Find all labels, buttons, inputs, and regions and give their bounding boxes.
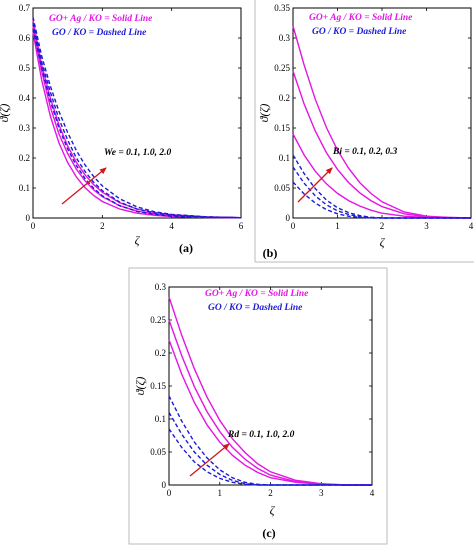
series-line-solid — [292, 70, 472, 219]
panel-label: (c) — [262, 526, 275, 540]
legend-dashed-line: GO / KO = Dashed Line — [52, 28, 147, 38]
y-tick-label: 0.6 — [19, 33, 31, 43]
series-line-dashed — [292, 166, 471, 219]
y-tick-label: 0.25 — [274, 63, 290, 73]
series-line-dashed — [168, 395, 372, 486]
y-tick-label: 0.15 — [274, 123, 290, 133]
series-line-solid — [168, 339, 372, 486]
series-line-solid — [292, 25, 472, 219]
x-tick-label: 4 — [169, 221, 174, 231]
y-tick-label: 0.4 — [19, 93, 31, 103]
x-axis-label: ζ — [270, 503, 276, 517]
y-axis-label: ϑ(ζ) — [0, 104, 11, 123]
parameter-annotation: Bi = 0.1, 0.2, 0.3 — [332, 147, 398, 157]
y-tick-label: 0.3 — [279, 33, 291, 43]
increase-arrow — [61, 167, 107, 205]
y-axis-label: ϑ(ζ) — [133, 377, 147, 396]
x-axis-label: ζ — [135, 233, 141, 247]
series-line-dashed — [32, 22, 242, 219]
parameter-annotation: Rd = 0.1, 1.0, 2.0 — [227, 430, 295, 440]
series-line-solid — [32, 31, 242, 219]
series-line-dashed — [32, 28, 242, 219]
series-line-dashed — [32, 16, 242, 219]
y-tick-label: 0.7 — [19, 3, 31, 13]
panel-separator — [128, 267, 388, 545]
plot-frame — [168, 286, 373, 486]
legend-solid-line: GO+ Ag / KO = Solid Line — [49, 14, 153, 24]
y-tick-label: 0.1 — [155, 414, 166, 424]
y-tick-label: 0 — [286, 213, 291, 223]
x-tick-label: 2 — [100, 221, 105, 231]
series-line-solid — [32, 19, 242, 219]
x-tick-label: 0 — [291, 221, 296, 231]
panel-label: (b) — [263, 246, 278, 260]
series-line-dashed — [168, 428, 372, 486]
y-tick-label: 0.2 — [155, 348, 166, 358]
chart-panel-1: 0 0.1 0.2 0.3 0.4 0.5 0.6 0.7 0 2 4 6 ζ ϑ(ζ) GO+ Ag / … — [0, 3, 244, 255]
plot-frame — [292, 7, 472, 219]
x-axis-label: ζ — [380, 235, 386, 249]
y-tick-label: 0.35 — [274, 3, 290, 13]
increase-arrow — [297, 167, 333, 203]
y-tick-label: 0.15 — [150, 381, 166, 391]
series-line-solid — [32, 25, 242, 219]
x-tick-label: 6 — [239, 221, 244, 231]
y-tick-label: 0.1 — [279, 153, 290, 163]
x-tick-label: 1 — [218, 488, 223, 498]
y-tick-label: 0.05 — [150, 447, 166, 457]
chart-panel-3: 0 0.05 0.1 0.15 0.2 0.25 0.3 0 1 2 3 4 ζ ϑ(ζ) GO+ Ag /… — [133, 282, 375, 540]
y-tick-label: 0.1 — [19, 183, 30, 193]
legend-solid-line: GO+ Ag / KO = Solid Line — [205, 289, 309, 299]
x-tick-label: 3 — [424, 221, 429, 231]
x-tick-label: 2 — [380, 221, 385, 231]
parameter-annotation: We = 0.1, 1.0, 2.0 — [104, 148, 171, 158]
y-tick-label: 0.3 — [19, 123, 31, 133]
series-line-dashed — [292, 154, 471, 219]
series-line-solid — [168, 296, 372, 486]
x-tick-label: 0 — [167, 488, 172, 498]
y-tick-label: 0 — [162, 480, 167, 490]
y-tick-label: 0 — [26, 213, 31, 223]
x-tick-label: 2 — [268, 488, 273, 498]
y-tick-label: 0.05 — [274, 183, 290, 193]
x-tick-label: 1 — [335, 221, 340, 231]
y-tick-label: 0.5 — [19, 63, 31, 73]
y-tick-label: 0.2 — [279, 93, 290, 103]
y-axis-label: ϑ(ζ) — [257, 104, 271, 123]
legend-dashed-line: GO / KO = Dashed Line — [312, 27, 407, 37]
panel-label: (a) — [179, 241, 193, 255]
x-tick-label: 4 — [370, 488, 375, 498]
x-tick-label: 0 — [31, 221, 36, 231]
series-line-solid — [168, 319, 372, 486]
x-tick-label: 3 — [319, 488, 324, 498]
y-tick-label: 0.25 — [150, 315, 166, 325]
legend-dashed-line: GO / KO = Dashed Line — [208, 303, 303, 313]
legend-solid-line: GO+ Ag / KO = Solid Line — [309, 13, 413, 23]
y-tick-label: 0.3 — [155, 282, 167, 292]
increase-arrow — [189, 443, 230, 477]
y-tick-label: 0.2 — [19, 153, 30, 163]
chart-panel-2: 0 0.05 0.1 0.15 0.2 0.25 0.3 0.35 0 1 2 3 4 ζ ϑ(ζ) GO+ … — [257, 3, 474, 260]
x-tick-label: 4 — [469, 221, 474, 231]
plot-frame — [32, 7, 242, 219]
